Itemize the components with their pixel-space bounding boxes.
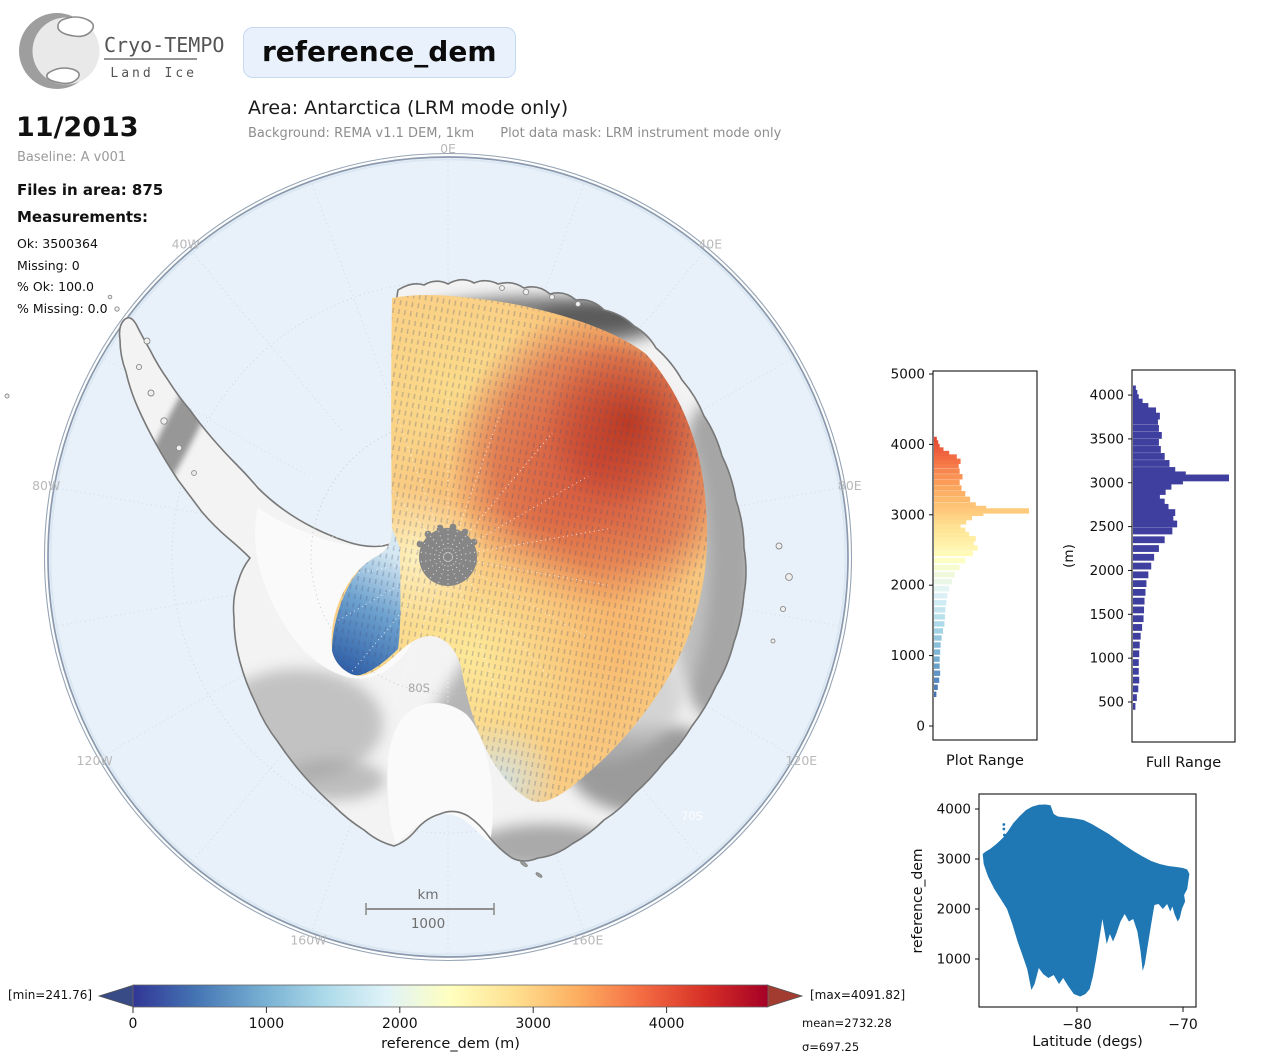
svg-text:3500: 3500	[1090, 431, 1124, 447]
meridian-label: 160W	[290, 932, 326, 947]
ross-ice-shelf	[387, 703, 493, 844]
meridian-label: 120W	[77, 753, 113, 768]
svg-text:2000: 2000	[382, 1016, 418, 1032]
svg-text:4000: 4000	[891, 437, 925, 453]
svg-text:(m): (m)	[1061, 544, 1077, 568]
svg-text:2000: 2000	[891, 578, 925, 594]
note-background: Background: REMA v1.1 DEM, 1km	[248, 126, 475, 141]
lat-80s-label: 80S	[408, 681, 430, 695]
meridian-label: 160E	[572, 932, 604, 947]
area-title: Area: Antarctica (LRM mode only)	[248, 97, 569, 119]
svg-text:Latitude (degs): Latitude (degs)	[1032, 1034, 1143, 1050]
svg-text:[min=241.76]: [min=241.76]	[8, 988, 92, 1002]
svg-text:Full Range: Full Range	[1146, 755, 1221, 771]
baseline-label: Baseline: A v001	[17, 150, 127, 165]
colorbar: 0 1000 2000 3000 4000 reference_dem (m) [min=2…	[8, 984, 905, 1054]
svg-text:mean=2732.28: mean=2732.28	[802, 1016, 892, 1030]
svg-text:[max=4091.82]: [max=4091.82]	[810, 988, 905, 1002]
svg-text:2000: 2000	[1090, 563, 1124, 579]
files-in-area: Files in area: 875	[17, 181, 164, 199]
svg-text:5000: 5000	[891, 367, 925, 383]
svg-text:3000: 3000	[891, 507, 925, 523]
pole-hole	[416, 523, 478, 586]
note-mask: Plot data mask: LRM instrument mode only	[500, 126, 782, 141]
histogram-full-range: 500 1000 1500 2000 2500 3000 3500 4000 Full Rang…	[1061, 369, 1236, 771]
islands	[4, 285, 793, 878]
meridian-label: 40E	[698, 236, 722, 251]
stat-missing: Missing: 0	[17, 258, 80, 273]
logo-subtitle: Land Ice	[110, 66, 197, 81]
svg-text:−70: −70	[1168, 1017, 1198, 1033]
svg-text:1000: 1000	[1090, 651, 1124, 667]
svg-text:1000: 1000	[249, 1016, 285, 1032]
antarctica-map: 0E 40E 80E 120E 160E 160W 120W 80W 40W 80S 70S k…	[4, 141, 862, 962]
scatter-latitude-elevation: −80 −70 1000 2000 3000 4000 Latitude (degs) ref…	[910, 793, 1198, 1050]
svg-text:0: 0	[916, 719, 925, 735]
meridian-labels: 0E 40E 80E 120E 160E 160W 120W 80W 40W	[32, 141, 862, 947]
svg-text:1000: 1000	[937, 952, 971, 968]
svg-text:3000: 3000	[515, 1016, 551, 1032]
svg-text:2500: 2500	[1090, 519, 1124, 535]
lat-70s-label: 70S	[681, 809, 703, 823]
svg-text:500: 500	[1098, 695, 1124, 711]
svg-text:4000: 4000	[937, 802, 971, 818]
meridian-label: 120E	[785, 753, 817, 768]
svg-text:1000: 1000	[891, 648, 925, 664]
plot-notes: Background: REMA v1.1 DEM, 1km Plot data …	[248, 126, 807, 141]
variable-title: reference_dem	[262, 35, 497, 68]
svg-text:−80: −80	[1062, 1017, 1092, 1033]
svg-text:3000: 3000	[1090, 475, 1124, 491]
scale-bar-value: 1000	[411, 916, 445, 932]
stat-pct-missing: % Missing: 0.0	[17, 301, 108, 316]
measurements-heading: Measurements:	[17, 208, 148, 226]
svg-text:2000: 2000	[937, 902, 971, 918]
date-label: 11/2013	[16, 112, 139, 143]
svg-text:reference_dem: reference_dem	[910, 849, 926, 954]
scale-bar: km 1000	[365, 887, 495, 932]
svg-text:Plot Range: Plot Range	[946, 753, 1024, 769]
svg-text:σ=697.25: σ=697.25	[802, 1040, 859, 1054]
svg-text:3000: 3000	[937, 852, 971, 868]
svg-text:reference_dem (m): reference_dem (m)	[381, 1036, 520, 1052]
variable-title-box: reference_dem	[243, 27, 516, 78]
meridian-label: 80E	[838, 478, 862, 493]
logo-title: Cryo-TEMPO	[104, 33, 224, 57]
svg-text:0: 0	[129, 1016, 138, 1032]
svg-text:4000: 4000	[649, 1016, 685, 1032]
svg-text:4000: 4000	[1090, 388, 1124, 404]
svg-text:1500: 1500	[1090, 607, 1124, 623]
stat-pct-ok: % Ok: 100.0	[17, 279, 94, 294]
histogram-plot-range: 0 1000 2000 3000 4000 5000 Plot Range	[891, 367, 1038, 769]
scale-bar-unit: km	[418, 887, 439, 903]
stat-ok: Ok: 3500364	[17, 236, 98, 251]
cryo-tempo-logo: Cryo-TEMPO Land Ice	[19, 13, 224, 89]
meridian-label: 0E	[440, 141, 456, 156]
meridian-label: 40W	[172, 236, 200, 251]
meridian-label: 80W	[32, 478, 60, 493]
